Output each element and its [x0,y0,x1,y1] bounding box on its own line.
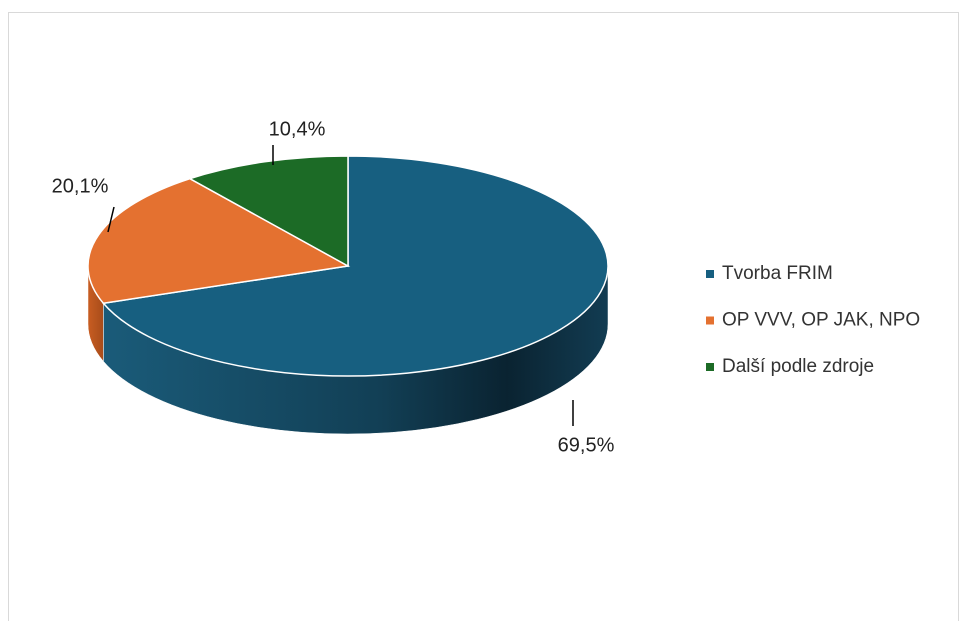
slice [87,177,351,305]
legend-marker [706,363,714,371]
legend-marker [706,270,714,278]
slice [188,155,349,268]
legend-marker [706,316,714,325]
legend-label: Další podle zdroje [722,356,874,377]
leader-line [107,206,115,233]
data-label: 20,1% [52,175,109,197]
slice [101,155,609,377]
data-label: 10,4% [269,118,326,140]
legend-label: Tvorba FRIM [722,263,833,284]
data-label: 69,5% [558,434,615,456]
legend-label: OP VVV, OP JAK, NPO [722,310,920,331]
